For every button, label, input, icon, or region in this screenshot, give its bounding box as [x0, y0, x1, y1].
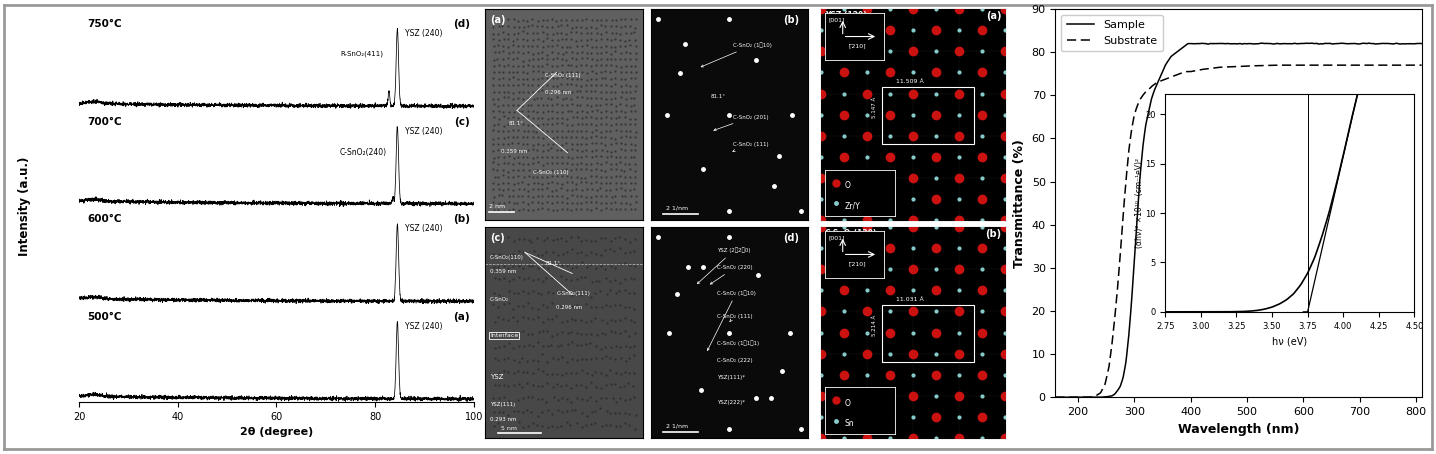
Sample	[1088, 395, 1106, 400]
Substrate	[1413, 62, 1430, 68]
Text: 5.147 Å: 5.147 Å	[872, 97, 877, 118]
Text: (a): (a)	[454, 312, 470, 322]
Text: 0.359 nm: 0.359 nm	[490, 269, 517, 275]
Text: C-SnO₂ (1͕10): C-SnO₂ (1͕10)	[701, 43, 771, 67]
Sample	[1367, 41, 1384, 47]
Text: C-SnO₂(111): C-SnO₂(111)	[557, 291, 590, 296]
Text: C-SnO₂ (201): C-SnO₂ (201)	[714, 115, 768, 131]
Text: 0.293 nm: 0.293 nm	[490, 417, 517, 422]
Substrate	[1367, 62, 1384, 68]
Legend: Sample, Substrate: Sample, Substrate	[1061, 15, 1163, 51]
Text: 2 nm: 2 nm	[488, 203, 504, 208]
Line: Substrate: Substrate	[1055, 65, 1422, 397]
Text: YSZ(111): YSZ(111)	[490, 402, 516, 407]
Text: YSZ (120): YSZ (120)	[826, 11, 867, 20]
Text: 5.214 Å: 5.214 Å	[872, 315, 877, 336]
Text: C-SnO₂: C-SnO₂	[490, 297, 510, 302]
Line: Sample: Sample	[1055, 43, 1422, 397]
Text: C-SnO₂ (111): C-SnO₂ (111)	[717, 314, 752, 321]
Text: C-SnO₂ (110): C-SnO₂ (110)	[533, 170, 569, 175]
Substrate	[1188, 68, 1205, 74]
Text: 2 1/nm: 2 1/nm	[666, 206, 688, 211]
Text: C-SnO₂ (1͕10): C-SnO₂ (1͕10)	[708, 290, 755, 350]
Text: YSZ (240): YSZ (240)	[405, 224, 442, 233]
Text: 0.296 nm: 0.296 nm	[557, 306, 583, 311]
Text: 11.509 Å: 11.509 Å	[896, 79, 923, 84]
Text: C-SnO₂ (111): C-SnO₂ (111)	[546, 73, 582, 78]
Text: (d): (d)	[452, 19, 470, 29]
Sample	[1110, 386, 1127, 391]
Text: R-SnO₂(411): R-SnO₂(411)	[340, 50, 383, 57]
Text: 700°C: 700°C	[86, 117, 122, 127]
Text: C-SnO₂ (222): C-SnO₂ (222)	[717, 358, 752, 363]
Text: YSZ (2͐2͐0): YSZ (2͐2͐0)	[698, 248, 751, 284]
Sample	[1188, 41, 1205, 46]
Substrate	[1268, 62, 1285, 68]
Text: C-SnO₂(240): C-SnO₂(240)	[340, 148, 388, 157]
Y-axis label: Transmittance (%): Transmittance (%)	[1012, 139, 1027, 267]
Text: 500°C: 500°C	[86, 312, 122, 322]
Text: YSZ: YSZ	[490, 374, 504, 380]
Text: C-SnO₂(120): C-SnO₂(120)	[826, 229, 877, 238]
Text: 0.296 nm: 0.296 nm	[546, 89, 572, 94]
Text: YSZ(111)*: YSZ(111)*	[717, 375, 745, 380]
X-axis label: Wavelength (nm): Wavelength (nm)	[1178, 423, 1300, 435]
Text: 81.1°: 81.1°	[546, 261, 560, 266]
Sample	[1360, 40, 1377, 46]
Text: 81.1°: 81.1°	[711, 94, 725, 99]
Text: (a): (a)	[490, 15, 505, 25]
Text: C-SnO₂ (1͕1͕1): C-SnO₂ (1͕1͕1)	[717, 340, 760, 346]
Text: (b): (b)	[452, 214, 470, 224]
Substrate	[1203, 65, 1221, 71]
Bar	[882, 305, 974, 362]
Bar	[882, 87, 974, 144]
Text: Interface: Interface	[490, 333, 518, 338]
Substrate	[1110, 268, 1127, 273]
Text: (c): (c)	[454, 117, 470, 127]
Sample	[1413, 41, 1430, 46]
Sample	[1047, 395, 1064, 400]
Text: YSZ(222)*: YSZ(222)*	[717, 400, 745, 405]
Text: (b): (b)	[985, 229, 1001, 239]
Text: 750°C: 750°C	[86, 19, 122, 29]
Text: 81.1°: 81.1°	[508, 121, 524, 126]
Substrate	[1088, 392, 1106, 398]
Text: C-SnO₂ (220): C-SnO₂ (220)	[711, 265, 752, 284]
X-axis label: 2θ (degree): 2θ (degree)	[240, 427, 313, 437]
Text: (c): (c)	[490, 233, 505, 243]
Text: C-SnO₂(110): C-SnO₂(110)	[490, 255, 524, 260]
Text: Intensity (a.u.): Intensity (a.u.)	[17, 157, 32, 256]
Text: YSZ (240): YSZ (240)	[405, 29, 442, 38]
Sample	[1406, 41, 1423, 46]
Text: 5 nm: 5 nm	[501, 426, 517, 431]
Text: 600°C: 600°C	[86, 214, 122, 224]
Substrate	[1047, 395, 1064, 400]
Text: (a): (a)	[987, 11, 1001, 21]
Text: C-SnO₂ (111): C-SnO₂ (111)	[732, 142, 768, 152]
Substrate	[1406, 62, 1423, 68]
Text: 0.359 nm: 0.359 nm	[501, 148, 527, 153]
Sample	[1203, 41, 1221, 46]
Text: (d): (d)	[783, 233, 798, 243]
Text: YSZ (240): YSZ (240)	[405, 322, 442, 331]
Text: 11.031 Å: 11.031 Å	[896, 297, 923, 302]
Text: YSZ (240): YSZ (240)	[405, 127, 442, 136]
Text: (b): (b)	[783, 15, 798, 25]
Text: 2 1/nm: 2 1/nm	[666, 424, 688, 429]
